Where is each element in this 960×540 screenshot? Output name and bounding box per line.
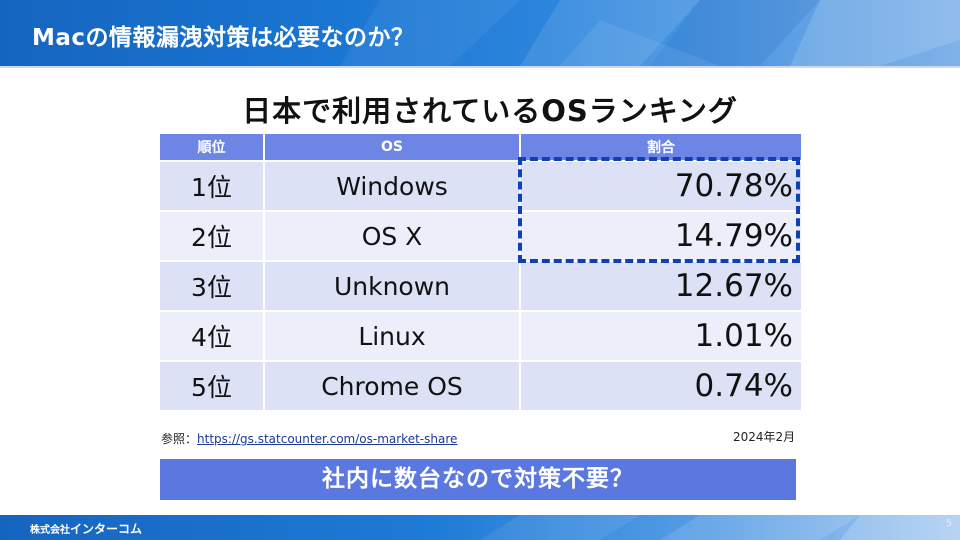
ranking-heading: 日本で利用されているOSランキング [242, 94, 738, 128]
page-number: 5 [946, 519, 952, 529]
footer-pattern [480, 515, 960, 540]
os-cell: Unknown [264, 261, 521, 312]
table-row: 3位 Unknown 12.67% [160, 261, 803, 312]
company-logo: 株式会社インターコム [30, 520, 142, 537]
header-pattern [340, 0, 960, 66]
company-prefix: 株式会社 [30, 525, 70, 536]
rank-cell: 4位 [160, 311, 265, 362]
os-cell: OS X [264, 211, 521, 262]
source-label: 参照： [161, 432, 198, 446]
os-ranking-table: 順位 OS 割合 1位 Windows 70.78% 2位 OS X 14.79… [160, 134, 803, 412]
header-rank: 順位 [160, 134, 265, 162]
header-divider [0, 66, 960, 68]
os-cell: Linux [264, 311, 521, 362]
share-cell: 0.74% [520, 361, 803, 412]
source-note: 参照：https://gs.statcounter.com/os-market-… [161, 430, 457, 447]
header-banner: Macの情報漏洩対策は必要なのか？ [0, 0, 960, 66]
highlight-dashed-box [518, 157, 800, 263]
header-os: OS [264, 134, 521, 162]
os-cell: Windows [264, 161, 521, 212]
rank-cell: 2位 [160, 211, 265, 262]
table-row: 4位 Linux 1.01% [160, 311, 803, 362]
source-link[interactable]: https://gs.statcounter.com/os-market-sha… [197, 432, 458, 446]
rank-cell: 3位 [160, 261, 265, 312]
table-row: 1位 Windows 70.78% [160, 161, 803, 212]
slide-title: Macの情報漏洩対策は必要なのか？ [32, 25, 415, 51]
share-cell: 70.78% [520, 161, 803, 212]
os-cell: Chrome OS [264, 361, 521, 412]
rank-cell: 1位 [160, 161, 265, 212]
question-banner: 社内に数台なので対策不要？ [160, 459, 796, 500]
share-cell: 12.67% [520, 261, 803, 312]
data-date: 2024年2月 [733, 430, 796, 444]
rank-cell: 5位 [160, 361, 265, 412]
table-row: 5位 Chrome OS 0.74% [160, 361, 803, 412]
footer-bar: 株式会社インターコム 5 [0, 515, 960, 540]
company-name: インターコム [70, 522, 143, 536]
share-cell: 1.01% [520, 311, 803, 362]
